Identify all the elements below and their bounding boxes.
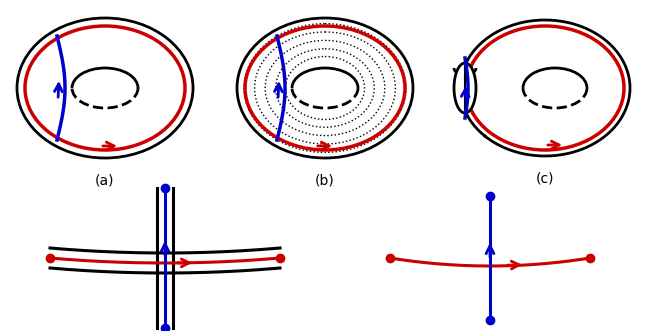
Text: (b): (b) [315,174,335,188]
Text: (a): (a) [95,174,115,188]
Text: (c): (c) [536,172,554,186]
Ellipse shape [454,63,476,113]
